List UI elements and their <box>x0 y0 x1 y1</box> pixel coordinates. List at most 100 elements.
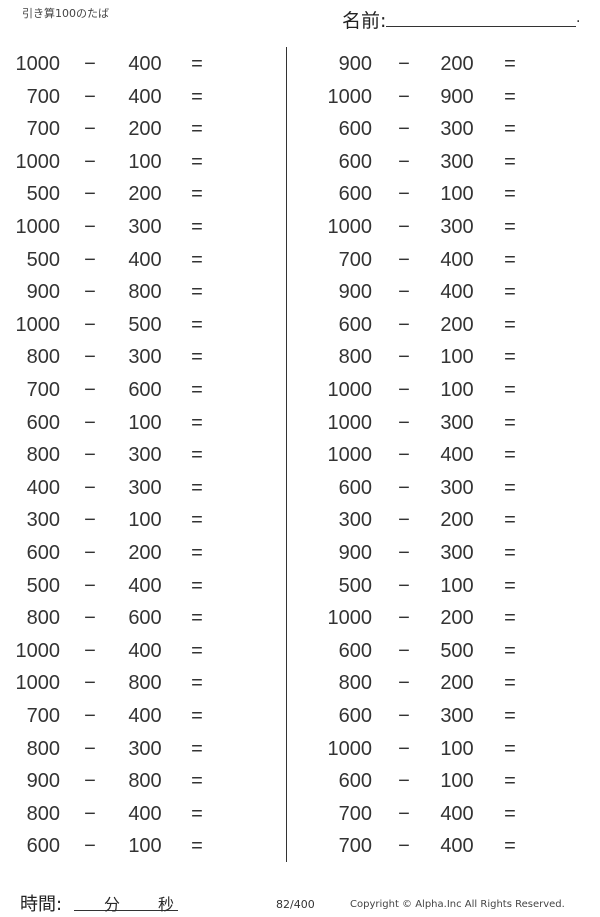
equals-sign: = <box>504 216 516 238</box>
minuend: 800 <box>26 737 60 760</box>
equals-sign: = <box>504 444 516 467</box>
subtrahend: 400 <box>128 53 162 75</box>
minuend: 500 <box>338 574 372 597</box>
problem-row: 600 − 100 = <box>0 179 600 209</box>
equals-sign: = <box>191 379 203 401</box>
minuend: 900 <box>338 281 372 304</box>
minuend: 300 <box>26 509 60 532</box>
minuend: 1000 <box>327 379 373 401</box>
subtrahend: 300 <box>440 542 474 564</box>
equals-sign: = <box>504 53 516 75</box>
minuend: 800 <box>338 672 372 695</box>
subtrahend: 400 <box>128 639 162 662</box>
problem-row: 800 − 300 = <box>0 440 600 470</box>
minus-sign: − <box>398 574 410 597</box>
equals-sign: = <box>191 118 203 141</box>
problem-row: 300 − 200 = <box>0 505 600 535</box>
equals-sign: = <box>191 281 203 304</box>
minuend: 300 <box>338 509 372 532</box>
minus-sign: − <box>84 639 96 662</box>
minuend: 1000 <box>15 672 61 695</box>
equals-sign: = <box>504 509 516 532</box>
equals-sign: = <box>504 118 516 141</box>
subtrahend: 500 <box>440 639 474 662</box>
minus-sign: − <box>84 835 96 858</box>
equals-sign: = <box>504 639 516 662</box>
minuend: 1000 <box>327 607 373 630</box>
problem-row: 1000 − 300 = <box>0 212 600 242</box>
minuend: 600 <box>26 542 60 564</box>
problem-row: 700 − 400 = <box>0 831 600 861</box>
problem-row: 1000−400 = <box>0 636 600 666</box>
minuend: 800 <box>26 346 60 369</box>
equals-sign: = <box>504 607 516 630</box>
equals-sign: = <box>191 444 203 467</box>
minus-sign: − <box>84 770 96 793</box>
minuend: 500 <box>26 574 60 597</box>
subtrahend: 400 <box>440 248 474 271</box>
subtrahend: 100 <box>440 183 474 206</box>
minus-sign: − <box>84 85 96 108</box>
subtrahend: 300 <box>128 346 162 369</box>
minus-sign: − <box>84 281 96 304</box>
equals-sign: = <box>504 770 516 793</box>
minus-sign: − <box>84 216 96 238</box>
problem-row: 600 − 100 = <box>0 831 600 861</box>
minus-sign: − <box>84 509 96 532</box>
subtrahend: 400 <box>128 248 162 271</box>
minus-sign: − <box>398 248 410 271</box>
minus-sign: − <box>398 770 410 793</box>
minuend: 1000 <box>327 216 373 238</box>
problem-row: 600 − 100 = <box>0 408 600 438</box>
minuend: 700 <box>26 379 60 401</box>
subtrahend: 800 <box>128 770 162 793</box>
subtrahend: 100 <box>440 737 474 760</box>
minus-sign: − <box>84 313 96 336</box>
equals-sign: = <box>191 705 203 727</box>
subtrahend: 300 <box>440 150 474 173</box>
equals-sign: = <box>191 476 203 499</box>
subtrahend: 800 <box>128 281 162 304</box>
equals-sign: = <box>504 802 516 825</box>
minuend: 1000 <box>15 53 61 75</box>
subtrahend: 100 <box>128 835 162 858</box>
minus-sign: − <box>398 183 410 206</box>
minus-sign: − <box>398 313 410 336</box>
equals-sign: = <box>191 737 203 760</box>
minuend: 600 <box>338 770 372 793</box>
problem-row: 700 − 400 = <box>0 799 600 829</box>
subtrahend: 500 <box>128 313 162 336</box>
subtrahend: 300 <box>128 444 162 467</box>
subtrahend: 100 <box>128 411 162 434</box>
subtrahend: 100 <box>128 150 162 173</box>
equals-sign: = <box>191 216 203 238</box>
problem-row: 300 − 100 = <box>0 505 600 535</box>
problem-row: 800 − 600 = <box>0 603 600 633</box>
equals-sign: = <box>191 802 203 825</box>
subtrahend: 400 <box>440 444 474 467</box>
subtrahend: 200 <box>440 672 474 695</box>
minuend: 500 <box>26 248 60 271</box>
subtrahend: 300 <box>440 411 474 434</box>
minuend: 700 <box>338 802 372 825</box>
minus-sign: − <box>84 346 96 369</box>
problem-row: 600 − 300 = <box>0 114 600 144</box>
minus-sign: − <box>398 411 410 434</box>
equals-sign: = <box>504 281 516 304</box>
minus-sign: − <box>84 737 96 760</box>
minuend: 600 <box>338 183 372 206</box>
minus-sign: − <box>398 346 410 369</box>
minus-sign: − <box>84 802 96 825</box>
problem-row: 1000−500 = <box>0 310 600 340</box>
problem-row: 1000 − 300 = <box>0 408 600 438</box>
minus-sign: − <box>84 248 96 271</box>
subtrahend: 600 <box>128 607 162 630</box>
minus-sign: − <box>398 476 410 499</box>
minus-sign: − <box>398 705 410 727</box>
minus-sign: − <box>84 705 96 727</box>
subtrahend: 600 <box>128 379 162 401</box>
minus-sign: − <box>84 53 96 75</box>
problem-row: 700 − 200 = <box>0 114 600 144</box>
minuend: 900 <box>338 542 372 564</box>
problem-row: 500 − 400 = <box>0 571 600 601</box>
